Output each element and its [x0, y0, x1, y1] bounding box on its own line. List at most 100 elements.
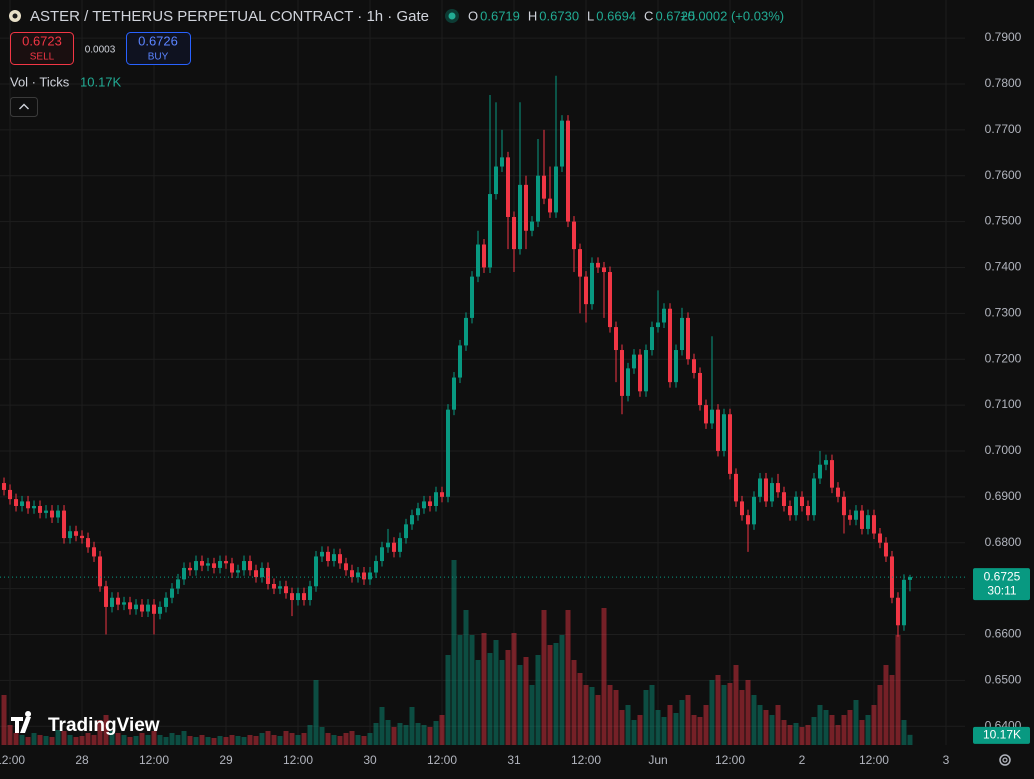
volume-bar: [793, 723, 799, 745]
candle-body: [817, 464, 822, 479]
candle-body: [230, 563, 235, 573]
candle-body: [356, 572, 361, 578]
volume-bar: [463, 610, 469, 745]
x-tick-label: 12:00: [0, 753, 25, 767]
candle-body: [763, 478, 768, 502]
candle-body: [487, 194, 492, 268]
candle-body: [464, 317, 469, 346]
x-tick-label: 12:00: [715, 753, 745, 767]
volume-bar: [277, 736, 283, 745]
candle-body: [493, 166, 498, 195]
volume-bar: [19, 735, 25, 745]
volume-bar: [787, 725, 793, 745]
settings[interactable]: [999, 754, 1011, 766]
ohlc-value: 0.6725: [655, 8, 695, 23]
candle-body: [523, 184, 528, 231]
ohlc-legend: O 0.6719 H 0.6730 L 0.6694 C 0.6725: [468, 8, 695, 23]
candle-body: [404, 524, 409, 539]
ohlc-value: 0.6719: [480, 8, 520, 23]
candle-body: [398, 538, 403, 552]
volume-bar: [55, 730, 61, 745]
sell-button[interactable]: [10, 32, 74, 65]
candle-body: [787, 505, 792, 516]
y-tick-label: 0.7800: [985, 76, 1022, 90]
candle-body: [721, 414, 726, 451]
volume-bar: [235, 736, 241, 745]
volume-bar: [817, 705, 823, 745]
volume-bar: [517, 665, 523, 745]
volume-bar: [595, 695, 601, 745]
volume-bar: [241, 737, 247, 745]
volume-bar: [883, 665, 889, 745]
candle-body: [212, 563, 217, 568]
volume-bar: [85, 733, 91, 745]
y-tick-label: 0.7000: [985, 443, 1022, 457]
x-tick-label: 29: [219, 753, 233, 767]
volume-bar: [283, 731, 289, 745]
gear-hub: [1002, 757, 1008, 763]
volume-bar: [175, 735, 181, 745]
buy-button[interactable]: [126, 32, 191, 65]
candle-body: [260, 567, 265, 578]
collapse-icon: [19, 103, 29, 110]
volume-bar: [115, 733, 121, 745]
candle-body: [691, 359, 696, 373]
volume-bar: [589, 687, 595, 745]
candle-body: [643, 350, 648, 392]
candle-body: [152, 604, 157, 614]
candle-body: [380, 547, 385, 562]
volume-bar: [769, 715, 775, 745]
volume-bar: [565, 610, 571, 745]
volume-bar: [409, 707, 415, 745]
candle-body: [116, 597, 121, 605]
volume-bar: [49, 737, 55, 745]
candle-body: [86, 538, 91, 548]
y-tick-label: 0.7100: [985, 397, 1022, 411]
volume-bar: [145, 735, 151, 745]
candle-body: [535, 175, 540, 222]
candle-body: [907, 577, 912, 580]
countdown: 30:11: [987, 583, 1016, 597]
volume-bar: [121, 735, 127, 745]
volume-bar: [211, 738, 217, 745]
volume-bar: [109, 731, 115, 745]
volume-bar: [673, 713, 679, 745]
volume-bar: [841, 715, 847, 745]
volume-bar: [613, 690, 619, 745]
candle-body: [547, 198, 552, 213]
volume-bar: [73, 737, 79, 745]
candle-body: [709, 409, 714, 424]
collapse-button[interactable]: [10, 97, 38, 117]
volume-bar: [643, 690, 649, 745]
candle-body: [122, 602, 127, 605]
volume-bar: [259, 733, 265, 745]
x-tick-label: 12:00: [571, 753, 601, 767]
candle-body: [440, 492, 445, 497]
volume-bar: [367, 733, 373, 745]
x-tick-label: 12:00: [139, 753, 169, 767]
volume-legend-value: 10.17K: [80, 74, 122, 89]
last-price-box: [973, 568, 1030, 601]
x-tick-label: 3: [943, 753, 950, 767]
x-tick-label: 12:00: [859, 753, 889, 767]
volume-bar: [421, 725, 427, 745]
candle-body: [308, 586, 313, 601]
volume-bar: [439, 715, 445, 745]
volume-bar: [745, 680, 751, 745]
candle-body: [841, 496, 846, 516]
candle-body: [272, 583, 277, 589]
candle-body: [835, 487, 840, 497]
ohlc-label: C: [644, 8, 653, 23]
volume-bar: [607, 685, 613, 745]
volume-bar: [889, 675, 895, 745]
volume-bar: [67, 735, 73, 745]
candle-body: [847, 515, 852, 520]
symbol-icon-dot: [12, 13, 18, 19]
volume-bar: [709, 680, 715, 745]
volume-bar: [805, 725, 811, 745]
candle-body: [80, 535, 85, 539]
candle-body: [553, 166, 558, 213]
candle-body: [775, 483, 780, 493]
candles: [2, 75, 912, 637]
candle-body: [667, 308, 672, 383]
